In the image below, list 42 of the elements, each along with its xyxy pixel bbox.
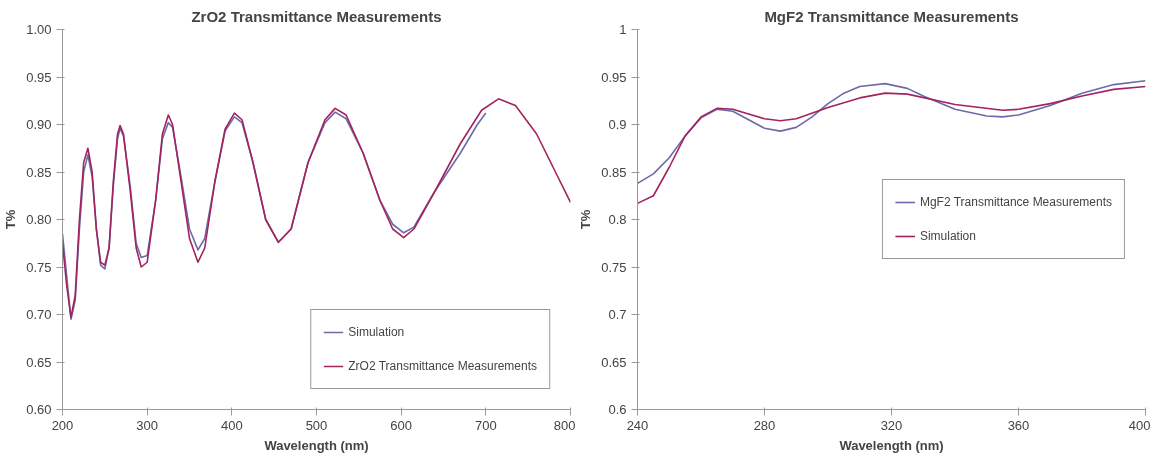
y-axis-title: T% — [3, 209, 19, 230]
x-tick-label: 320 — [880, 417, 903, 433]
x-tick-label: 500 — [305, 417, 328, 433]
y-tick-label: 0.65 — [601, 354, 627, 370]
y-tick-label: 0.75 — [26, 259, 52, 275]
y-tick-label: 0.7 — [608, 307, 627, 322]
x-tick-label: 400 — [1128, 417, 1151, 433]
line-series — [637, 80, 1146, 185]
legend-label: Simulation — [348, 325, 405, 339]
x-tick-label: 200 — [51, 417, 74, 433]
chart-title: ZrO2 Transmittance Measurements — [191, 7, 442, 25]
y-tick-label: 0.9 — [608, 117, 627, 132]
x-axis-title: Wavelength (nm) — [264, 437, 369, 453]
legend-label: ZrO2 Transmittance Measurements — [348, 359, 537, 373]
y-tick-label: 0.85 — [26, 164, 52, 180]
x-tick-label: 800 — [553, 417, 576, 433]
chart-title: MgF2 Transmittance Measurements — [764, 7, 1019, 25]
x-tick-label: 300 — [136, 417, 159, 433]
x-tick-label: 240 — [626, 417, 649, 433]
y-tick-label: 0.80 — [26, 212, 52, 227]
x-tick-label: 600 — [390, 417, 413, 433]
y-axis-title: T% — [578, 209, 594, 230]
x-tick-label: 400 — [220, 417, 243, 433]
y-tick-label: 0.75 — [601, 259, 627, 275]
y-tick-label: 1 — [619, 22, 627, 37]
y-tick-label: 0.60 — [26, 402, 52, 417]
x-tick-label: 360 — [1007, 417, 1030, 433]
y-tick-label: 0.95 — [601, 69, 627, 85]
x-axis-title: Wavelength (nm) — [839, 437, 944, 453]
y-tick-label: 0.65 — [26, 354, 52, 370]
line-series — [62, 98, 571, 319]
y-tick-label: 0.85 — [601, 164, 627, 180]
y-tick-label: 0.6 — [608, 402, 627, 417]
y-tick-label: 0.90 — [26, 117, 52, 132]
y-tick-label: 0.95 — [26, 69, 52, 85]
legend-label: Simulation — [919, 229, 976, 243]
y-tick-label: 1.00 — [26, 22, 52, 37]
x-tick-label: 700 — [474, 417, 497, 433]
y-tick-label: 0.8 — [608, 212, 627, 227]
y-tick-label: 0.70 — [26, 307, 52, 322]
x-tick-label: 280 — [753, 417, 776, 433]
legend-label: MgF2 Transmittance Measurements — [919, 195, 1112, 209]
